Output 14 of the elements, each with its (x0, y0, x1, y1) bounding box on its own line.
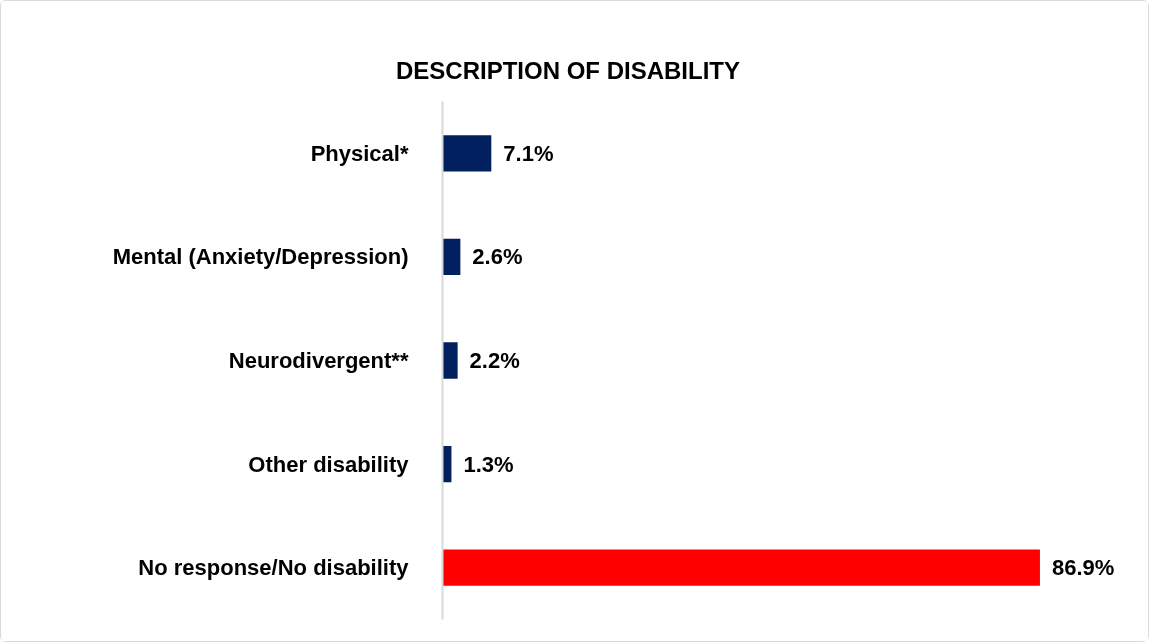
data-label: 2.6% (472, 244, 523, 270)
y-tick-label: Physical* (310, 140, 409, 166)
y-tick-label: No response/No disability (138, 555, 410, 581)
y-tick-label: Neurodivergent** (228, 348, 409, 373)
data-label: 2.2% (469, 348, 520, 373)
y-tick-label: Mental (Anxiety/Depression) (112, 244, 409, 270)
data-label: 86.9% (1051, 555, 1115, 581)
data-label: 1.3% (463, 451, 514, 477)
bar (442, 135, 492, 172)
y-tick-label: Other disability (248, 451, 410, 477)
data-label: 7.1% (503, 140, 554, 166)
bar (442, 549, 1040, 586)
chart-title: DESCRIPTION OF DISABILITY (396, 56, 741, 84)
bar (442, 342, 458, 379)
